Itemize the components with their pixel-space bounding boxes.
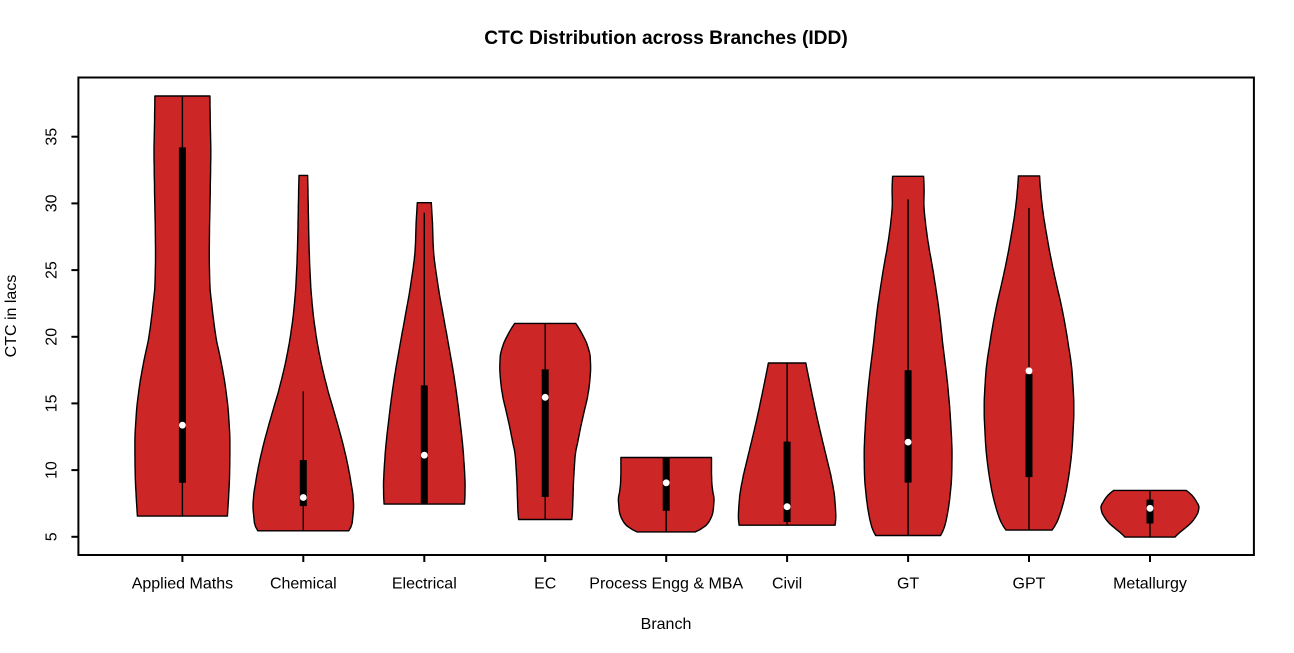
svg-text:25: 25 [44, 261, 61, 279]
svg-text:Chemical: Chemical [270, 576, 337, 593]
svg-text:CTC in lacs: CTC in lacs [3, 275, 20, 358]
svg-text:CTC Distribution across Branch: CTC Distribution across Branches (IDD) [484, 28, 848, 49]
svg-text:Branch: Branch [641, 616, 692, 633]
svg-text:EC: EC [534, 576, 556, 593]
svg-text:35: 35 [44, 128, 61, 146]
svg-text:Civil: Civil [772, 576, 802, 593]
svg-text:5: 5 [44, 532, 61, 541]
svg-text:GPT: GPT [1013, 576, 1046, 593]
svg-text:20: 20 [44, 328, 61, 346]
svg-text:Electrical: Electrical [392, 576, 457, 593]
svg-text:Metallurgy: Metallurgy [1113, 576, 1187, 593]
svg-text:GT: GT [897, 576, 919, 593]
svg-text:Applied Maths: Applied Maths [132, 576, 233, 593]
svg-text:30: 30 [44, 194, 61, 212]
svg-text:Process Engg & MBA: Process Engg & MBA [589, 576, 743, 593]
svg-text:10: 10 [44, 461, 61, 479]
svg-text:15: 15 [44, 394, 61, 412]
